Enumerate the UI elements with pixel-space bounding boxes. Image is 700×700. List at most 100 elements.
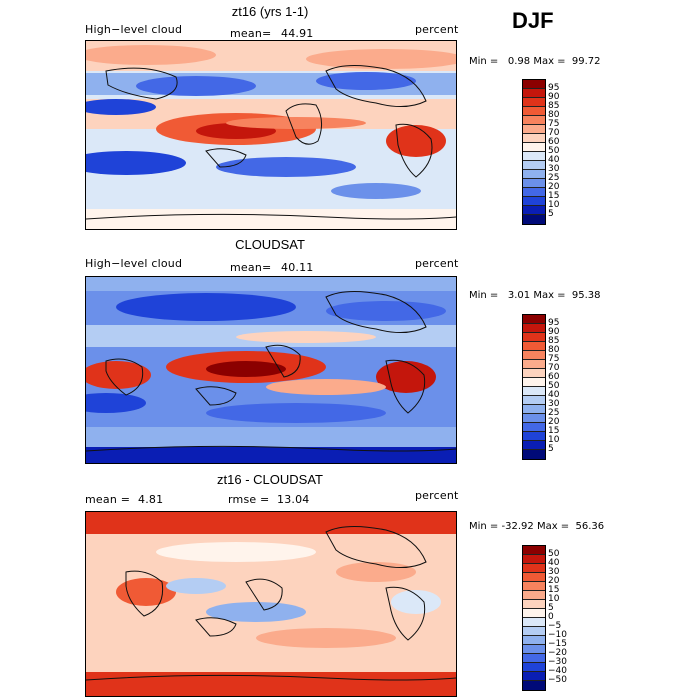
panel1-field-sepacific-clear bbox=[86, 151, 186, 175]
panel1-coastlines bbox=[86, 65, 456, 220]
panel3-colorbar-segment bbox=[523, 636, 545, 645]
panel3-field-warmpool-neg bbox=[206, 602, 306, 622]
panel3-colorbar-segment bbox=[523, 546, 545, 555]
panel1-title: zt16 (yrs 1-1) bbox=[231, 4, 309, 19]
panel2-max-value: 95.38 bbox=[571, 290, 601, 301]
panel1-field-northatlantic-high bbox=[306, 49, 456, 69]
panel2-colorbar-segment bbox=[523, 414, 545, 423]
panel2-colorbar-label: 95 bbox=[548, 317, 560, 328]
panel3-min-value: -32.92 bbox=[501, 521, 534, 532]
panel1-field-eastpacific-clear bbox=[86, 99, 156, 115]
panel3-field-africa bbox=[116, 578, 176, 606]
panel2-colorbar-segment bbox=[523, 324, 545, 333]
panel2-field-antarctic bbox=[86, 447, 456, 463]
panel2-colorbar-label: 80 bbox=[548, 344, 560, 355]
panel3-colorbar-segment bbox=[523, 591, 545, 600]
panel1-colorbar-label: 60 bbox=[548, 136, 560, 147]
panel3-field-southpacific bbox=[256, 628, 396, 648]
panel2-field-northatlantic bbox=[326, 301, 446, 321]
panel2-coastlines bbox=[86, 291, 456, 452]
panel2-colorbar-label: 50 bbox=[548, 380, 560, 391]
panel2-colorbar-label: 5 bbox=[548, 443, 554, 454]
panel3-mean-value: 4.81 bbox=[138, 493, 164, 506]
panel2-colorbar bbox=[522, 314, 546, 460]
panel2-field-sepacific-clear bbox=[86, 393, 146, 413]
panel1-colorbar-label: 50 bbox=[548, 145, 560, 156]
panel2-colorbar-segment bbox=[523, 387, 545, 396]
panel3-colorbar-segment bbox=[523, 672, 545, 681]
panel1-colorbar-segment bbox=[523, 179, 545, 188]
panel3-colorbar-segment bbox=[523, 654, 545, 663]
panel1-colorbar-segment bbox=[523, 143, 545, 152]
panel1-colorbar-labels: 95 90 85 80 75 70 60 50 40 30 25 20 15 10 5 bbox=[548, 79, 588, 225]
panel1-max-value: 99.72 bbox=[571, 56, 601, 67]
panel1-field-northpacific-high bbox=[86, 45, 216, 65]
panel3-minmax: Min = -32.92 Max = 56.36 bbox=[469, 521, 604, 532]
panel2-colorbar-label: 70 bbox=[548, 362, 560, 373]
panel1-field-southpacific-clear bbox=[216, 157, 356, 177]
panel2-mean-label: mean= bbox=[230, 261, 272, 274]
panel2-field-southpacific-clear bbox=[206, 403, 386, 423]
panel1-colorbar bbox=[522, 79, 546, 225]
panel2-colorbar-label: 15 bbox=[548, 425, 560, 436]
panel1-colorbar-label: 85 bbox=[548, 100, 560, 111]
panel3-units: percent bbox=[415, 489, 459, 502]
panel1-mean-value: 44.91 bbox=[281, 27, 314, 40]
panel3-colorbar-label: −10 bbox=[548, 629, 567, 640]
panel3-colorbar-label: 30 bbox=[548, 566, 560, 577]
panel1-map bbox=[85, 40, 457, 230]
panel2-colorbar-label: 75 bbox=[548, 353, 560, 364]
panel3-colorbar-label: 10 bbox=[548, 593, 560, 604]
panel3-colorbar-labels: 50 40 30 20 15 10 5 0 −5 −10 −15 −20 −30 −40 −50 bbox=[548, 545, 588, 691]
panel1-colorbar-segment bbox=[523, 197, 545, 206]
panel3-map-svg bbox=[86, 512, 456, 696]
panel3-colorbar-label: −40 bbox=[548, 665, 567, 676]
panel2-colorbar-segment bbox=[523, 333, 545, 342]
panel1-colorbar-segment bbox=[523, 98, 545, 107]
panel3-colorbar-label: −20 bbox=[548, 647, 567, 658]
panel1-colorbar-segment bbox=[523, 161, 545, 170]
panel2-colorbar-segment bbox=[523, 360, 545, 369]
panel1-max-label: Max = bbox=[533, 56, 566, 67]
panel2-field-arctic bbox=[86, 277, 456, 291]
panel2-colorbar-label: 40 bbox=[548, 389, 560, 400]
panel1-field-pacific-clear bbox=[136, 76, 256, 96]
panel2-colorbar-segment bbox=[523, 396, 545, 405]
panel1-colorbar-label: 90 bbox=[548, 91, 560, 102]
panel3-colorbar-label: 5 bbox=[548, 602, 554, 613]
panel1-colorbar-label: 30 bbox=[548, 163, 560, 174]
panel1-field-antarctic bbox=[86, 209, 456, 229]
panel3-colorbar-segment bbox=[523, 663, 545, 672]
panel1-variable-label: High−level cloud bbox=[85, 23, 183, 36]
panel1-colorbar-segment bbox=[523, 170, 545, 179]
panel1-mean-label: mean= bbox=[230, 27, 272, 40]
panel3-map bbox=[85, 511, 457, 697]
panel1-field-atlantic-clear bbox=[316, 72, 416, 90]
panel2-colorbar-label: 90 bbox=[548, 326, 560, 337]
panel3-colorbar bbox=[522, 545, 546, 691]
panel3-min-label: Min = bbox=[469, 521, 499, 532]
panel1-colorbar-segment bbox=[523, 215, 545, 224]
panel1-colorbar-label: 40 bbox=[548, 154, 560, 165]
panel1-colorbar-label: 75 bbox=[548, 118, 560, 129]
panel1-field-itcz bbox=[226, 117, 366, 129]
panel3-colorbar-segment bbox=[523, 681, 545, 690]
panel3-colorbar-segment bbox=[523, 618, 545, 627]
panel1-colorbar-segment bbox=[523, 116, 545, 125]
panel3-rmse-label: rmse = bbox=[228, 493, 270, 506]
panel3-mean-label: mean = bbox=[85, 493, 131, 506]
panel1-minmax: Min = 0.98 Max = 99.72 bbox=[469, 56, 601, 67]
panel3-colorbar-label: 20 bbox=[548, 575, 560, 586]
panel1-colorbar-segment bbox=[523, 188, 545, 197]
panel2-field-warmpool-core bbox=[206, 361, 286, 377]
panel3-field-northpacific bbox=[156, 542, 316, 562]
panel2-colorbar-label: 10 bbox=[548, 434, 560, 445]
panel2-colorbar-label: 30 bbox=[548, 398, 560, 409]
panel2-colorbar-segment bbox=[523, 441, 545, 450]
panel3-colorbar-segment bbox=[523, 627, 545, 636]
panel2-min-value: 3.01 bbox=[507, 290, 531, 301]
panel2-colorbar-label: 85 bbox=[548, 335, 560, 346]
panel2-colorbar-segment bbox=[523, 378, 545, 387]
panel1-colorbar-label: 70 bbox=[548, 127, 560, 138]
panel2-colorbar-segment bbox=[523, 450, 545, 459]
